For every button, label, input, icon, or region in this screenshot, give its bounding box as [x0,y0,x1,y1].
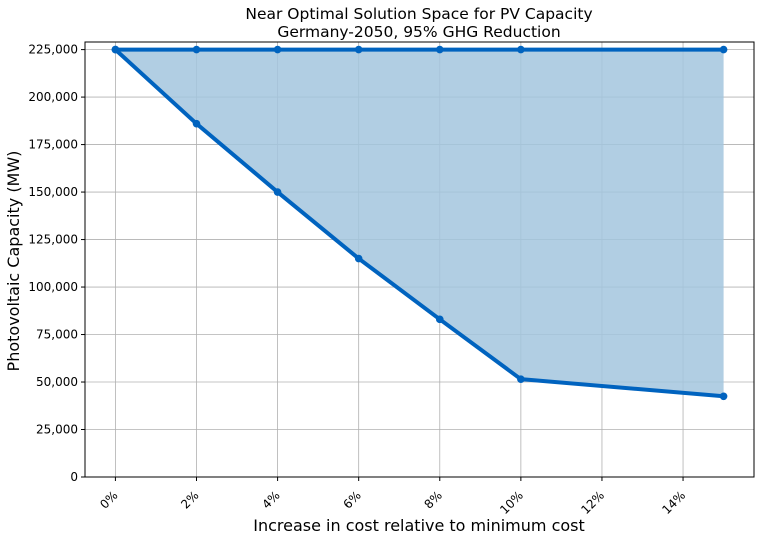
y-axis-label: Photovoltaic Capacity (MW) [4,151,23,372]
y-tick-label: 200,000 [28,90,78,104]
x-tick-label: 6% [340,488,363,511]
y-tick-label: 125,000 [28,233,78,247]
x-tick-label: 14% [659,488,688,517]
data-point-upper [435,45,444,54]
data-point-upper [354,45,363,54]
y-tick-label: 75,000 [36,328,78,342]
data-point-upper [719,45,728,54]
data-point-lower [273,188,282,196]
ticks: 0% 2% 4% 6% 8% 10% 12% 14% 0 25,000 50,000 75,000 10… [28,43,688,517]
fill-area-layer [115,49,724,397]
chart-title: Near Optimal Solution Space for PV Capac… [245,5,592,23]
series-points-layer [111,45,728,401]
x-tick-label: 2% [178,488,201,511]
data-point-lower [517,375,525,383]
data-point-upper [192,45,201,54]
data-point-lower [354,254,363,263]
data-point-lower [719,392,728,401]
x-axis-label: Increase in cost relative to minimum cos… [253,516,585,535]
x-tick-label: 4% [259,488,282,511]
y-tick-label: 0 [70,470,78,484]
solution-space-area [115,49,724,397]
y-tick-label: 100,000 [28,280,78,294]
y-tick-label: 175,000 [28,138,78,152]
chart-subtitle: Germany-2050, 95% GHG Reduction [277,23,560,41]
x-tick-label: 0% [97,488,120,511]
data-point-lower [111,45,120,54]
y-tick-label: 25,000 [36,423,78,437]
data-point-upper [517,45,525,54]
data-point-lower [435,315,444,324]
y-tick-label: 225,000 [28,43,78,57]
y-tick-label: 150,000 [28,185,78,199]
x-tick-label: 10% [497,488,526,517]
y-tick-label: 50,000 [36,375,78,389]
plot-frame [84,41,755,478]
data-point-upper [273,45,282,54]
x-tick-label: 12% [578,488,607,517]
axes [84,41,755,478]
x-tick-label: 8% [422,488,445,511]
data-point-lower [192,119,201,128]
